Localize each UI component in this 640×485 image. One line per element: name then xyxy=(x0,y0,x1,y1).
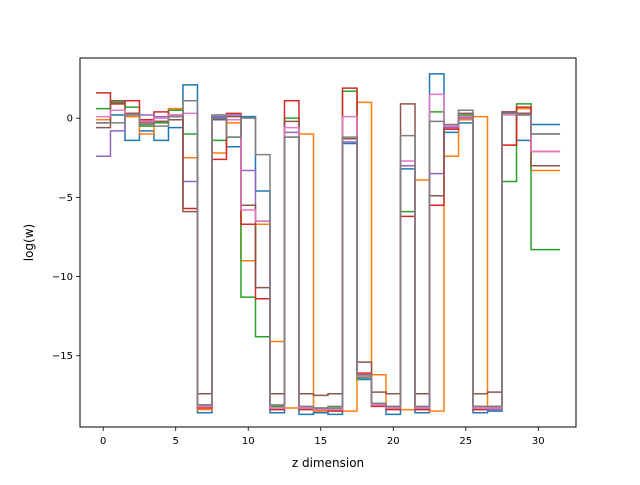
plot-area xyxy=(95,73,561,416)
x-tick-label: 30 xyxy=(532,436,545,447)
x-axis-label: z dimension xyxy=(292,456,364,470)
y-tick-label: 0 xyxy=(67,114,73,125)
series-line-8 xyxy=(95,100,561,409)
y-tick-label: −15 xyxy=(52,351,73,362)
x-tick-label: 5 xyxy=(173,436,179,447)
y-tick-label: −10 xyxy=(52,272,73,283)
y-tick-label: −5 xyxy=(58,193,73,204)
y-axis-label: log(w) xyxy=(22,224,36,261)
series-line-3 xyxy=(95,90,561,411)
x-tick-label: 10 xyxy=(242,436,255,447)
series-line-1 xyxy=(95,73,561,416)
axes-frame xyxy=(79,57,577,428)
series-line-6 xyxy=(95,100,561,397)
axis-ticks: 0 5 10 15 20 25 30 0 −5 −10 −15 xyxy=(52,114,545,447)
series-line-4 xyxy=(95,87,561,412)
x-tick-label: 15 xyxy=(314,436,327,447)
series-line-7 xyxy=(95,93,561,411)
series-line-2 xyxy=(95,101,561,412)
x-tick-label: 25 xyxy=(459,436,472,447)
series-line-5 xyxy=(95,111,561,411)
x-tick-label: 20 xyxy=(387,436,400,447)
x-tick-label: 0 xyxy=(100,436,106,447)
